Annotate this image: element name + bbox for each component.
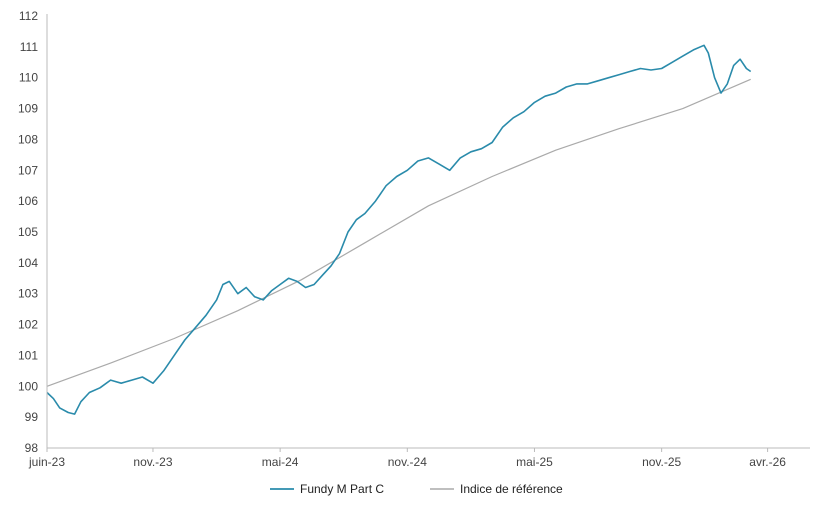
x-tick-label: nov.-25 [642, 455, 681, 469]
plot-area [46, 44, 752, 415]
x-tick-label: mai-25 [516, 455, 553, 469]
x-tick-label: nov.-23 [133, 455, 172, 469]
y-tick-label: 111 [20, 40, 39, 54]
legend-label-fund: Fundy M Part C [300, 482, 384, 496]
y-tick-label: 100 [18, 379, 38, 393]
y-tick-label: 99 [25, 410, 39, 424]
x-tick-label: avr.-26 [749, 455, 786, 469]
y-tick-label: 105 [18, 225, 38, 239]
y-tick-label: 112 [19, 9, 38, 23]
y-tick-label: 107 [18, 163, 38, 177]
y-tick-label: 98 [25, 441, 39, 455]
y-tick-labels: 98 99 100 101 102 103 104 105 106 107 108 109 110 111… [18, 9, 38, 455]
y-tick-label: 102 [18, 318, 38, 332]
y-tick-label: 103 [18, 287, 38, 301]
axes [46, 14, 810, 449]
series-line-benchmark [46, 78, 751, 387]
x-tick-label: nov.-24 [388, 455, 427, 469]
y-tick-label: 109 [18, 102, 38, 116]
y-tick-label: 104 [18, 256, 38, 270]
x-tick-label: juin-23 [28, 455, 65, 469]
y-tick-label: 101 [18, 348, 38, 362]
series-line-fund [46, 44, 752, 415]
y-tick-label: 106 [18, 194, 38, 208]
x-tick-labels: juin-23 nov.-23 mai-24 nov.-24 mai-25 nov.-25… [28, 448, 786, 469]
legend: Fundy M Part C Indice de référence [270, 482, 563, 496]
y-tick-label: 108 [18, 132, 38, 146]
legend-label-benchmark: Indice de référence [460, 482, 563, 496]
y-tick-label: 110 [19, 71, 38, 85]
x-tick-label: mai-24 [262, 455, 299, 469]
